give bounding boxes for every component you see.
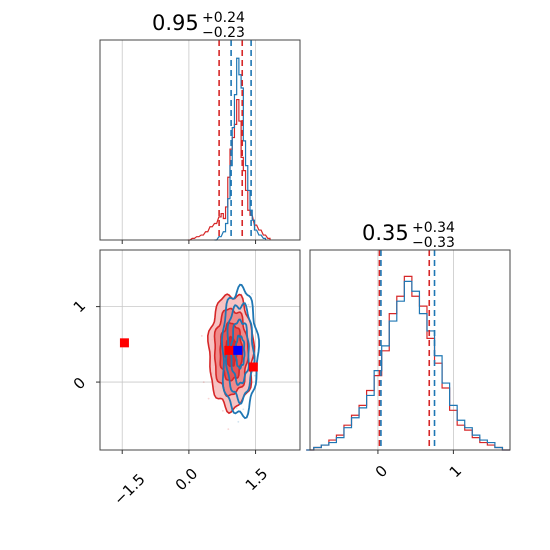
marker-square	[224, 345, 234, 355]
top-title-plus: +0.24	[202, 10, 245, 26]
top-quantile-lines	[218, 40, 252, 240]
top-title-value: 0.95	[152, 11, 199, 35]
right-ticks	[377, 450, 454, 454]
contour-scatter-point	[200, 335, 203, 337]
histogram-panel-top: 0.95 +0.24 −0.23	[99, 10, 301, 244]
right-quantile-lines	[378, 250, 436, 450]
contour-xtick-label: −1.5	[110, 470, 148, 508]
marker-square	[248, 362, 258, 372]
contour-scatter-point	[237, 420, 240, 423]
contour-level-blue	[220, 283, 261, 420]
contour-scatter-point	[249, 306, 251, 309]
contour-panel: −1.5 0.0 1.5 1 0	[70, 249, 301, 509]
right-xtick-label: 0	[372, 462, 391, 481]
right-histogram-step	[306, 275, 510, 451]
right-title-plus: +0.34	[412, 220, 455, 236]
right-grid	[377, 250, 454, 450]
right-histogram-step	[306, 280, 510, 451]
contour-scatter-point	[251, 292, 253, 295]
contour-scatter-point	[247, 303, 250, 306]
contour-scatter-point	[253, 374, 256, 377]
contour-scatter-point	[235, 407, 238, 410]
marker-square	[233, 345, 243, 355]
histogram-panel-right: 0.35 +0.34 −0.33 0 1	[306, 220, 511, 481]
contour-xtick-label: 0.0	[172, 465, 202, 495]
top-title-minus: −0.23	[202, 25, 245, 41]
contour-xtick-label: 1.5	[242, 465, 272, 495]
contour-scatter-point	[202, 381, 205, 384]
contour-scatter-point	[242, 408, 245, 411]
contour-ticks	[96, 306, 257, 454]
right-title-minus: −0.33	[412, 235, 455, 251]
top-series	[187, 57, 271, 241]
top-axis-frame	[99, 39, 301, 241]
contour-ytick-label: 0	[70, 374, 89, 393]
right-series	[306, 275, 510, 451]
top-histogram-step	[187, 98, 271, 241]
contour-markers	[119, 338, 258, 372]
contour-scatter-point	[227, 428, 230, 431]
contour-axis-frame	[99, 249, 301, 451]
contour-scatter-point	[207, 397, 210, 400]
top-grid	[121, 40, 256, 240]
contour-scatter-point	[221, 409, 224, 412]
right-title-value: 0.35	[362, 221, 409, 245]
contour-grid	[100, 250, 300, 450]
right-xtick-label: 1	[446, 462, 465, 481]
right-axis-frame	[309, 249, 511, 451]
marker-square	[119, 338, 129, 348]
top-histogram-step	[214, 57, 267, 241]
top-ticks	[121, 240, 257, 244]
contour-ytick-label: 1	[70, 297, 89, 316]
